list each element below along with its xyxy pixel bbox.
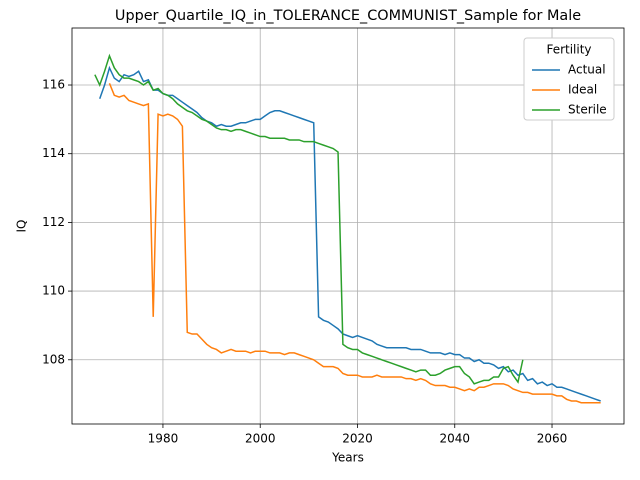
line-series: [94, 53, 524, 385]
y-tick-label: 112: [42, 215, 65, 229]
y-axis-label: IQ: [15, 220, 29, 233]
y-tick-label: 110: [42, 284, 65, 298]
line-series: [108, 83, 601, 404]
x-tick-label: 2020: [342, 432, 373, 446]
legend-title: Fertility: [546, 43, 591, 57]
legend-label: Actual: [568, 63, 606, 77]
x-tick-label: 2040: [439, 432, 470, 446]
chart-title: Upper_Quartile_IQ_in_TOLERANCE_COMMUNIST…: [115, 8, 581, 24]
x-axis-label: Years: [331, 451, 364, 465]
legend: Fertility Actual Ideal Sterile: [523, 37, 615, 121]
plot-frame: [71, 27, 625, 425]
x-tick-label: 2000: [245, 432, 276, 446]
y-tick-label: 114: [42, 146, 65, 160]
x-tick-label: 2060: [537, 432, 568, 446]
legend-label: Ideal: [568, 83, 597, 97]
x-tick-label: 1980: [148, 432, 179, 446]
y-tick-label: 108: [42, 352, 65, 366]
legend-label: Sterile: [568, 103, 607, 117]
legend-box: [523, 37, 615, 121]
y-tick-label: 116: [42, 78, 65, 92]
line-series: [99, 65, 601, 402]
